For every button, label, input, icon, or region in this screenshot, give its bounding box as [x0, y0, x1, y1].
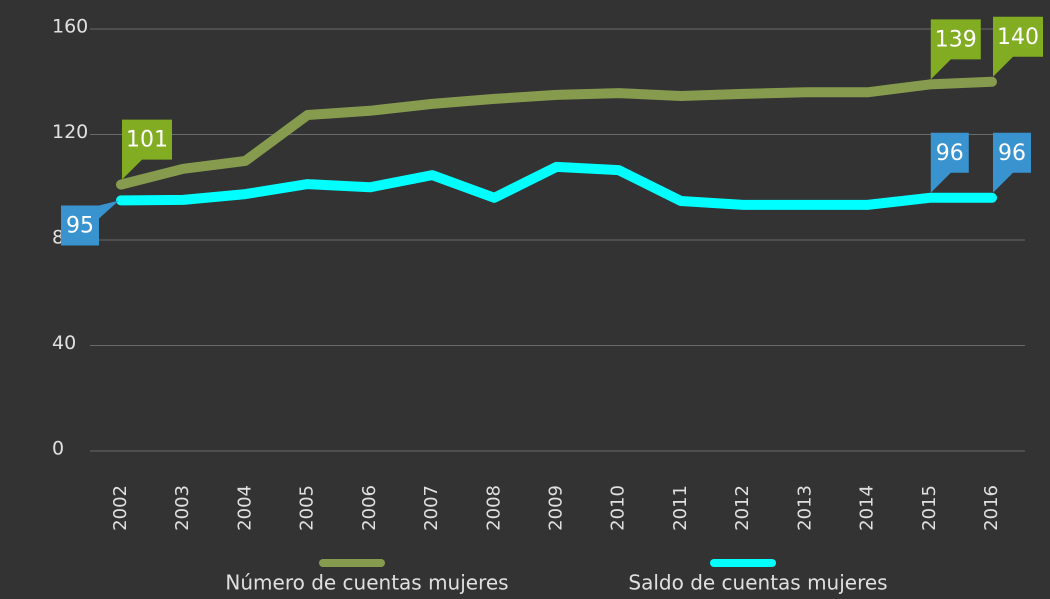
label-box: [122, 119, 172, 180]
data-label-text: 95: [66, 213, 94, 238]
data-label: 101: [122, 119, 172, 180]
legend-label: Saldo de cuentas mujeres: [628, 571, 887, 595]
x-tick-label: 2010: [608, 485, 629, 531]
x-tick-label: 2005: [297, 485, 318, 531]
data-label: 96: [930, 132, 969, 193]
x-tick-label: 2002: [110, 485, 131, 531]
x-tick-label: 2007: [421, 485, 442, 531]
y-tick-label: 120: [52, 121, 88, 143]
label-box: [930, 132, 969, 193]
x-tick-label: 2015: [919, 485, 940, 531]
data-label-text: 96: [936, 141, 964, 166]
label-box: [993, 132, 1031, 193]
label-box: [930, 19, 981, 80]
series-line: [116, 76, 997, 190]
x-tick-label: 2008: [483, 485, 504, 531]
y-tick-label: 40: [52, 332, 76, 354]
x-tick-label: 2009: [546, 485, 567, 531]
x-tick-label: 2014: [857, 485, 878, 531]
y-tick-label: 0: [52, 438, 64, 460]
data-label: 140: [993, 16, 1043, 77]
x-tick-label: 2003: [172, 485, 193, 531]
data-label: 96: [993, 132, 1031, 193]
x-tick-label: 2004: [234, 485, 255, 531]
series-line: [116, 161, 997, 210]
data-label-text: 139: [935, 27, 977, 52]
x-tick-label: 2012: [732, 485, 753, 531]
data-label-text: 140: [997, 25, 1039, 50]
data-label: 95: [61, 200, 119, 246]
y-tick-label: 160: [52, 16, 88, 38]
legend-label: Número de cuentas mujeres: [225, 571, 508, 595]
label-box: [993, 16, 1043, 77]
x-tick-label: 2016: [981, 485, 1002, 531]
data-label-text: 101: [126, 128, 168, 153]
x-tick-label: 2011: [670, 485, 691, 531]
data-label: 139: [930, 19, 981, 80]
label-box: [61, 200, 119, 246]
x-tick-label: 2013: [794, 485, 815, 531]
data-label-text: 96: [998, 141, 1026, 166]
x-tick-label: 2006: [359, 485, 380, 531]
